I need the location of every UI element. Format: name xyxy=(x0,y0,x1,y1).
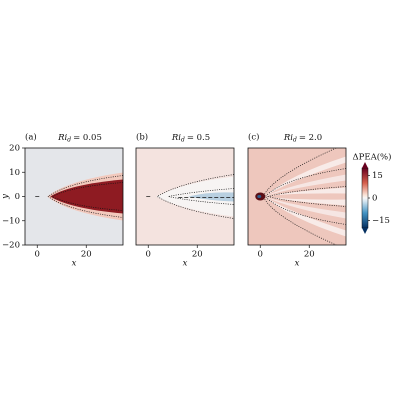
y-tick-label: −20 xyxy=(2,241,20,251)
axes-frame xyxy=(135,147,235,246)
contour xyxy=(47,175,123,218)
x-tick-label: 20 xyxy=(81,250,92,260)
x-axis-label: x xyxy=(72,259,77,269)
panel: (b) Rid = 0.5 0 20 x xyxy=(135,132,235,269)
panel-title: Rid = 2.0 xyxy=(283,133,322,144)
x-axis-label: x xyxy=(295,259,300,269)
title-part: d xyxy=(181,136,185,143)
colorbar-label: ΔPEA(%) xyxy=(353,152,392,163)
title-part: d xyxy=(293,136,297,143)
x-axis-label: x xyxy=(183,259,188,269)
y-tick-label: 0 xyxy=(15,192,20,202)
title-part: Ri xyxy=(171,133,181,143)
field-ray xyxy=(264,174,346,197)
heatmap xyxy=(25,148,123,245)
field-ray xyxy=(264,196,346,237)
field-ray xyxy=(264,156,346,197)
panel-label: (a) xyxy=(25,132,37,143)
x-tick-label: 20 xyxy=(304,250,315,260)
title-part: = 0.05 xyxy=(73,133,102,143)
colorbar-extend-top xyxy=(362,162,368,168)
panel: (a) Rid = 0.05 0 20 x −20 −10 0 10 20 y xyxy=(1,132,124,269)
contour xyxy=(264,168,346,225)
x-tick-label: 20 xyxy=(192,250,203,260)
colorbar-tick-label: 15 xyxy=(372,171,383,181)
panel: (c) Rid = 2.0 0 20 x xyxy=(247,132,347,269)
axes-frame xyxy=(247,147,347,246)
contour xyxy=(266,186,346,207)
contour xyxy=(51,182,123,211)
contour xyxy=(262,148,337,245)
panel-title: Rid = 0.5 xyxy=(171,133,210,144)
field-source-core xyxy=(257,195,262,198)
contour xyxy=(156,174,234,219)
title-part: Ri xyxy=(57,133,67,143)
field-core xyxy=(50,179,123,214)
colorbar-extend-bottom xyxy=(362,228,368,234)
x-tick-label: 0 xyxy=(35,250,40,260)
heatmap xyxy=(248,148,346,245)
x-tick-label: 0 xyxy=(146,250,151,260)
colorbar-tick-label: 0 xyxy=(372,194,377,204)
y-axis-label: y xyxy=(1,194,11,200)
field-ray xyxy=(264,187,346,197)
y-tick-label: 20 xyxy=(9,144,20,154)
field-blue xyxy=(188,192,234,202)
title-part: Ri xyxy=(283,133,293,143)
field-ray xyxy=(264,196,346,219)
field-ray xyxy=(264,196,346,206)
panel-label: (b) xyxy=(136,132,148,143)
heatmap xyxy=(136,148,234,245)
title-part: = 0.5 xyxy=(187,133,210,143)
title-part: d xyxy=(67,136,71,143)
x-tick-label: 0 xyxy=(258,250,263,260)
panel-label: (c) xyxy=(248,132,259,143)
y-tick-label: −10 xyxy=(2,216,20,226)
panel-title: Rid = 0.05 xyxy=(57,133,102,144)
title-part: = 2.0 xyxy=(299,133,322,143)
y-tick-label: 10 xyxy=(9,168,20,178)
colorbar xyxy=(361,167,369,229)
colorbar-tick-label: −15 xyxy=(372,216,390,226)
